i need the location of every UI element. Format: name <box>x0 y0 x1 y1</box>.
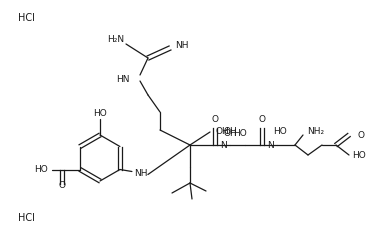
Text: OH: OH <box>223 129 237 138</box>
Text: O: O <box>212 115 218 124</box>
Text: HO: HO <box>93 109 107 118</box>
Text: HO: HO <box>273 127 287 135</box>
Text: HCl: HCl <box>18 13 35 23</box>
Text: HN: HN <box>117 75 130 84</box>
Text: H₂N: H₂N <box>107 35 124 45</box>
Text: HO: HO <box>352 150 366 159</box>
Text: OH: OH <box>223 127 237 135</box>
Text: NH: NH <box>175 41 188 50</box>
Text: O: O <box>258 115 266 124</box>
Text: HCl: HCl <box>18 213 35 223</box>
Text: OH: OH <box>216 128 230 137</box>
Text: HO: HO <box>34 165 48 174</box>
Text: N: N <box>267 140 274 149</box>
Text: O: O <box>59 180 66 189</box>
Text: HO: HO <box>233 129 247 138</box>
Text: NH: NH <box>134 169 147 178</box>
Text: NH₂: NH₂ <box>307 127 324 135</box>
Text: N: N <box>220 140 227 149</box>
Text: O: O <box>357 130 364 139</box>
